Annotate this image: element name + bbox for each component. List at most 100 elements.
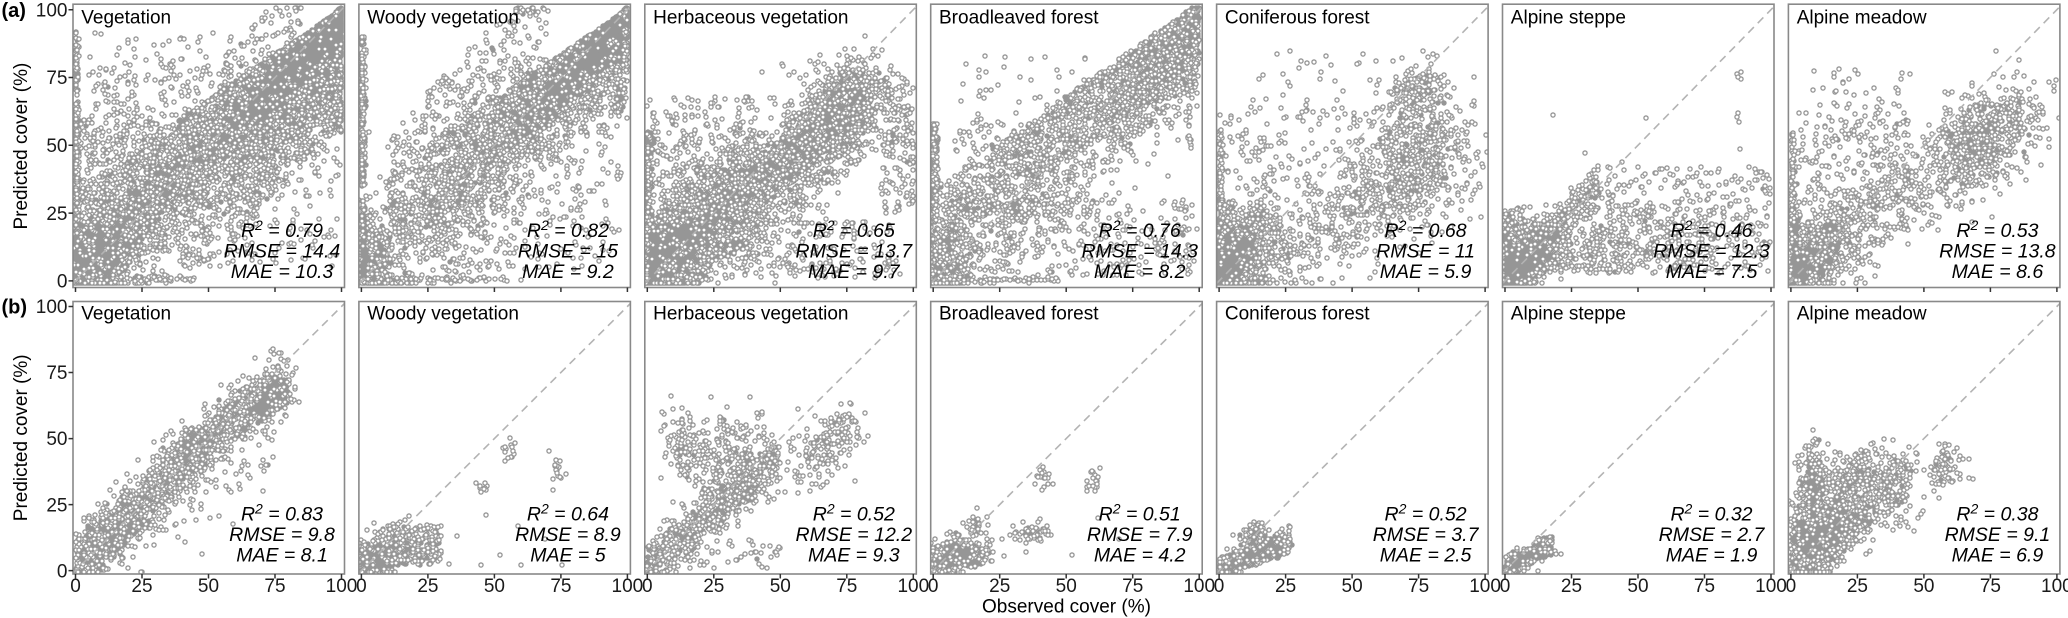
svg-text:75: 75 [46,68,67,89]
svg-text:25: 25 [1275,576,1296,597]
svg-text:25: 25 [1847,576,1868,597]
svg-text:100: 100 [326,576,358,597]
svg-text:RMSE = 9.8: RMSE = 9.8 [229,524,335,546]
svg-text:Herbaceous vegetation: Herbaceous vegetation [653,304,848,325]
svg-text:75: 75 [1122,576,1143,597]
svg-text:75: 75 [550,576,571,597]
svg-text:RMSE = 13.7: RMSE = 13.7 [796,240,914,262]
svg-text:Alpine steppe: Alpine steppe [1511,8,1626,29]
svg-text:RMSE = 7.9: RMSE = 7.9 [1087,524,1193,546]
svg-text:(b): (b) [2,297,28,319]
svg-text:50: 50 [1056,576,1077,597]
svg-text:RMSE = 2.7: RMSE = 2.7 [1659,524,1766,546]
svg-text:MAE = 10.3: MAE = 10.3 [231,261,334,283]
svg-text:50: 50 [198,576,219,597]
svg-text:Vegetation: Vegetation [81,304,171,325]
svg-text:25: 25 [417,576,438,597]
svg-text:Alpine steppe: Alpine steppe [1511,304,1626,325]
svg-text:50: 50 [1627,576,1648,597]
svg-text:Broadleaved forest: Broadleaved forest [939,304,1099,325]
svg-text:0: 0 [642,576,653,597]
svg-text:Alpine meadow: Alpine meadow [1797,8,1927,29]
svg-text:R2 = 0.65: R2 = 0.65 [813,217,895,242]
svg-text:R2 = 0.83: R2 = 0.83 [241,500,323,525]
svg-text:50: 50 [1342,576,1363,597]
svg-text:100: 100 [36,0,68,21]
svg-text:50: 50 [484,576,505,597]
svg-text:MAE = 8.2: MAE = 8.2 [1094,261,1186,283]
svg-text:R2 = 0.82: R2 = 0.82 [527,217,609,242]
svg-text:Broadleaved forest: Broadleaved forest [939,8,1099,29]
svg-text:75: 75 [264,576,285,597]
svg-text:Predicted cover (%): Predicted cover (%) [11,354,32,521]
svg-text:Herbaceous vegetation: Herbaceous vegetation [653,8,848,29]
svg-text:25: 25 [46,204,67,225]
svg-text:25: 25 [131,576,152,597]
svg-text:RMSE = 14.4: RMSE = 14.4 [224,240,341,262]
svg-text:100: 100 [1469,576,1501,597]
svg-text:Woody vegetation: Woody vegetation [367,304,519,325]
svg-text:RMSE = 14.3: RMSE = 14.3 [1081,240,1198,262]
svg-text:50: 50 [1913,576,1934,597]
svg-text:50: 50 [770,576,791,597]
svg-text:MAE = 4.2: MAE = 4.2 [1094,544,1186,566]
svg-text:RMSE = 11: RMSE = 11 [1376,240,1475,262]
svg-text:R2 = 0.32: R2 = 0.32 [1670,500,1752,525]
svg-text:RMSE = 12.3: RMSE = 12.3 [1653,240,1770,262]
svg-text:MAE = 7.5: MAE = 7.5 [1666,261,1758,283]
svg-text:R2 = 0.64: R2 = 0.64 [527,500,609,525]
svg-text:MAE = 6.9: MAE = 6.9 [1952,544,2044,566]
svg-text:RMSE = 12.2: RMSE = 12.2 [796,524,913,546]
svg-text:0: 0 [356,576,367,597]
svg-text:MAE = 5.9: MAE = 5.9 [1380,261,1472,283]
svg-text:RMSE = 9.1: RMSE = 9.1 [1945,524,2051,546]
svg-text:0: 0 [70,576,81,597]
svg-text:Vegetation: Vegetation [81,8,171,29]
svg-text:R2 = 0.76: R2 = 0.76 [1099,217,1181,242]
svg-text:R2 = 0.53: R2 = 0.53 [1956,217,2038,242]
svg-text:100: 100 [1755,576,1787,597]
svg-text:0: 0 [1214,576,1225,597]
svg-text:100: 100 [612,576,644,597]
svg-text:0: 0 [928,576,939,597]
svg-text:Coniferous forest: Coniferous forest [1225,8,1370,29]
svg-text:100: 100 [897,576,929,597]
svg-text:Alpine meadow: Alpine meadow [1797,304,1927,325]
svg-text:Predicted cover (%): Predicted cover (%) [11,63,32,230]
svg-text:75: 75 [1694,576,1715,597]
svg-text:0: 0 [57,272,68,293]
svg-text:R2 = 0.52: R2 = 0.52 [1385,500,1467,525]
svg-text:R2 = 0.79: R2 = 0.79 [241,217,323,242]
svg-text:50: 50 [46,136,67,157]
svg-text:MAE = 5: MAE = 5 [530,544,605,566]
svg-text:RMSE = 13.8: RMSE = 13.8 [1939,240,2056,262]
svg-text:RMSE = 15: RMSE = 15 [518,240,618,262]
svg-text:0: 0 [1786,576,1797,597]
svg-text:75: 75 [1980,576,2001,597]
svg-text:RMSE = 3.7: RMSE = 3.7 [1373,524,1480,546]
svg-text:75: 75 [1408,576,1429,597]
svg-text:Coniferous forest: Coniferous forest [1225,304,1370,325]
svg-text:RMSE = 8.9: RMSE = 8.9 [515,524,621,546]
svg-text:100: 100 [2041,576,2068,597]
svg-text:100: 100 [1183,576,1215,597]
svg-text:MAE = 9.7: MAE = 9.7 [808,261,901,283]
svg-text:50: 50 [46,429,67,450]
svg-text:100: 100 [36,297,68,318]
svg-text:MAE = 8.1: MAE = 8.1 [236,544,328,566]
svg-text:Observed cover (%): Observed cover (%) [982,597,1151,618]
svg-text:MAE = 8.6: MAE = 8.6 [1952,261,2044,283]
svg-text:R2 = 0.52: R2 = 0.52 [813,500,895,525]
svg-text:MAE = 2.5: MAE = 2.5 [1380,544,1472,566]
svg-text:25: 25 [46,495,67,516]
svg-text:25: 25 [703,576,724,597]
svg-text:75: 75 [46,363,67,384]
svg-text:R2 = 0.68: R2 = 0.68 [1385,217,1467,242]
svg-text:0: 0 [1500,576,1511,597]
svg-text:Woody vegetation: Woody vegetation [367,8,519,29]
svg-text:25: 25 [1561,576,1582,597]
svg-text:MAE = 9.3: MAE = 9.3 [808,544,900,566]
svg-text:75: 75 [836,576,857,597]
svg-text:R2 = 0.38: R2 = 0.38 [1956,500,2038,525]
svg-text:R2 = 0.46: R2 = 0.46 [1670,217,1752,242]
